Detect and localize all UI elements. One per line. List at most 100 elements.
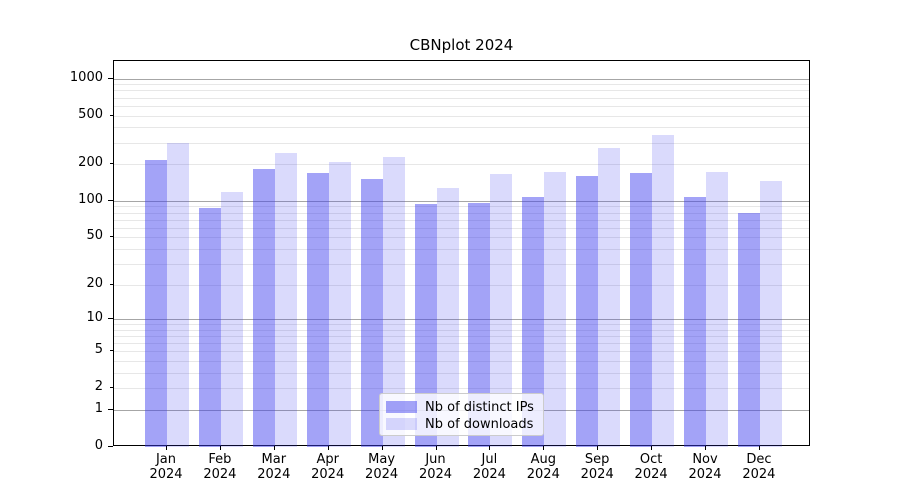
x-tick	[543, 446, 545, 450]
bar-distinct-ips-feb	[198, 208, 221, 447]
y-tick-label: 100	[78, 191, 103, 207]
bar-distinct-ips-jan	[145, 160, 167, 447]
bar-downloads-jun	[436, 188, 459, 447]
y-tick-label: 200	[78, 155, 103, 171]
x-tick	[705, 446, 706, 450]
minor-gridline	[114, 284, 809, 286]
y-tick-label: 2	[94, 379, 103, 395]
x-tick-label: Feb 2024	[203, 452, 237, 482]
minor-gridline	[114, 90, 809, 92]
bar-downloads-sep	[598, 148, 621, 447]
y-tick	[108, 318, 113, 320]
bar-downloads-aug	[544, 171, 567, 447]
y-tick	[110, 114, 113, 116]
x-tick-label: Aug 2024	[526, 452, 560, 482]
bar-downloads-apr	[328, 161, 351, 447]
legend-item-downloads: Nb of downloads	[386, 416, 543, 432]
x-tick-label: Dec 2024	[742, 452, 776, 482]
bar-distinct-ips-oct	[630, 172, 653, 447]
legend-label-downloads: Nb of downloads	[425, 416, 534, 432]
x-tick-label: Jul 2024	[472, 452, 506, 482]
x-tick	[597, 446, 599, 450]
minor-gridline	[114, 219, 809, 221]
bar-distinct-ips-nov	[684, 196, 706, 447]
minor-gridline	[114, 127, 809, 129]
y-tick	[108, 446, 113, 447]
y-tick	[108, 77, 113, 79]
y-tick	[110, 283, 113, 285]
minor-gridline	[114, 373, 809, 375]
minor-gridline	[114, 249, 809, 250]
bar-distinct-ips-apr	[306, 172, 329, 447]
legend-label-distinct-ips: Nb of distinct IPs	[425, 399, 534, 415]
y-tick	[108, 409, 113, 410]
x-tick	[381, 446, 383, 450]
x-tick-label: Mar 2024	[257, 452, 291, 482]
minor-gridline	[114, 227, 809, 229]
bar-downloads-nov	[706, 172, 728, 447]
bar-distinct-ips-jul	[468, 202, 491, 447]
minor-gridline	[114, 206, 809, 208]
major-gridline	[114, 319, 809, 321]
minor-gridline	[114, 351, 809, 353]
bar-distinct-ips-dec	[737, 212, 760, 447]
y-tick	[110, 350, 113, 352]
minor-gridline	[114, 336, 809, 338]
minor-gridline	[114, 142, 809, 144]
y-tick-label: 1000	[69, 69, 103, 85]
minor-gridline	[114, 164, 809, 166]
bar-downloads-mar	[274, 153, 297, 447]
bar-distinct-ips-sep	[576, 175, 599, 447]
bar-distinct-ips-jun	[414, 204, 437, 447]
bar-distinct-ips-mar	[252, 168, 275, 447]
x-tick-label: Jan 2024	[149, 452, 183, 482]
bar-distinct-ips-aug	[522, 197, 545, 447]
bar-downloads-jan	[167, 143, 189, 447]
y-tick-label: 1	[94, 401, 103, 416]
x-tick-label: Jun 2024	[418, 452, 453, 482]
minor-gridline	[114, 105, 809, 107]
minor-gridline	[114, 324, 809, 326]
y-tick-label: 5	[94, 342, 103, 358]
x-tick	[327, 446, 329, 450]
major-gridline	[114, 78, 809, 80]
minor-gridline	[114, 388, 809, 390]
bar-downloads-jul	[490, 174, 513, 447]
bar-distinct-ips-may	[360, 179, 383, 447]
x-tick-label: Sep 2024	[580, 452, 614, 482]
x-tick	[489, 446, 491, 450]
y-tick	[108, 199, 113, 201]
x-tick	[273, 446, 275, 450]
y-tick	[110, 236, 113, 238]
x-tick-label: Oct 2024	[634, 452, 668, 482]
minor-gridline	[114, 361, 809, 363]
y-tick-label: 20	[86, 275, 103, 291]
major-gridline	[114, 200, 809, 202]
minor-gridline	[114, 237, 809, 239]
x-tick	[435, 446, 437, 450]
minor-gridline	[114, 212, 809, 214]
x-tick-label: May 2024	[365, 452, 399, 482]
bar-downloads-oct	[652, 134, 675, 447]
x-tick	[166, 446, 167, 450]
minor-gridline	[114, 115, 809, 117]
chart-title: CBNplot 2024	[409, 36, 514, 54]
x-tick-label: Nov 2024	[688, 452, 722, 482]
y-tick-label: 500	[78, 106, 103, 122]
minor-gridline	[114, 84, 809, 86]
minor-gridline	[114, 97, 809, 99]
x-tick-label: Apr 2024	[311, 452, 345, 482]
x-tick	[758, 446, 760, 450]
y-tick-label: 50	[86, 228, 103, 244]
legend-swatch-distinct-ips-icon	[386, 401, 417, 413]
x-tick	[651, 446, 653, 450]
legend: Nb of distinct IPs Nb of downloads	[379, 393, 544, 436]
legend-swatch-downloads-icon	[386, 418, 417, 430]
y-tick	[110, 163, 113, 165]
minor-gridline	[114, 329, 809, 331]
legend-item-distinct-ips: Nb of distinct IPs	[386, 399, 543, 415]
y-tick-label: 0	[94, 438, 103, 453]
y-tick	[110, 387, 113, 389]
y-tick-label: 10	[86, 310, 103, 326]
